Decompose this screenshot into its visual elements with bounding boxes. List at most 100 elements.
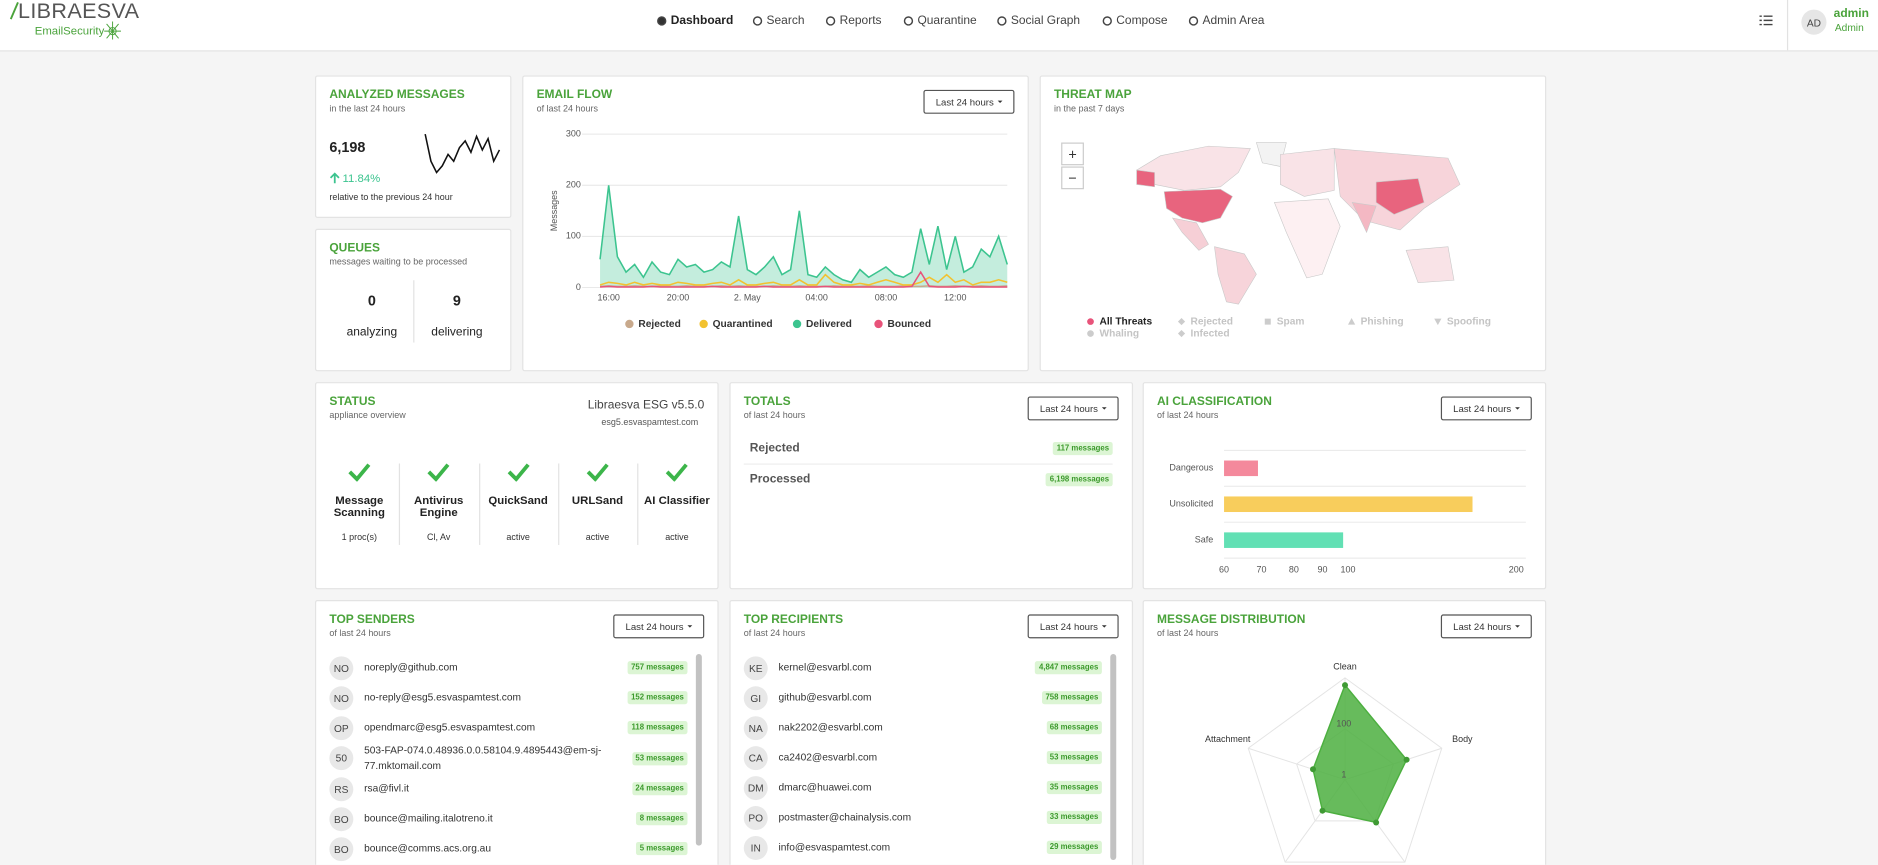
user-avatar[interactable]: AD [1801,10,1826,35]
check-icon [586,462,610,481]
badge: 117 messages [1053,442,1113,455]
legend-item[interactable]: Rejected [1177,315,1233,327]
email-flow-card: EMAIL FLOW of last 24 hours Last 24 hour… [522,75,1029,371]
list-icon [1759,16,1772,24]
nav-item[interactable]: Social Graph [996,14,1080,27]
arrow-shape [331,174,339,184]
country[interactable] [1280,149,1334,197]
badge: 118 messages [628,721,688,734]
nav-label: Dashboard [671,14,734,27]
country[interactable] [1137,170,1155,187]
legend-item[interactable]: Whaling [1086,327,1139,339]
legend-marker [1434,317,1442,325]
legend-item[interactable]: All Threats [1086,315,1152,327]
nav-item[interactable]: Reports [825,14,881,27]
host: esg5.esvaspamtest.com [601,417,698,428]
recipients-card: TOP RECIPIENTS of last 24 hours Last 24 … [729,600,1133,865]
marker-shape [1178,329,1185,336]
country[interactable] [1214,247,1256,304]
zoom-out[interactable]: − [1061,166,1084,189]
check-icon [427,462,451,481]
legend-item[interactable]: Spam [1264,315,1305,327]
badge: 758 messages [1042,691,1102,704]
avatar: CA [744,746,768,770]
legend-label: Spam [1277,315,1305,327]
status-name: QuickSand [479,496,558,508]
list-toggle[interactable] [1759,14,1772,26]
radar-area [1313,685,1407,822]
nav-item[interactable]: Dashboard [656,14,733,27]
queue-label: delivering [414,326,499,339]
legend-item[interactable]: Quarantined [699,317,772,329]
scrollbar[interactable] [1110,654,1116,860]
status-detail: active [558,532,637,543]
period-button[interactable]: Last 24 hours [1028,396,1119,420]
country[interactable] [1164,189,1232,223]
y-tick-label: 200 [566,180,581,190]
check-shape [350,465,369,479]
legend-label: Rejected [1191,315,1233,327]
badge: 757 messages [627,661,687,674]
marker-shape [1087,318,1094,325]
legend-item[interactable]: Bounced [874,317,931,329]
logo-icon-shape [104,22,121,40]
marker-shape [1178,317,1185,324]
icon-shape [998,17,1006,25]
nav-icon [656,16,667,27]
note: relative to the previous 24 hour [329,192,452,203]
nav-item[interactable]: Compose [1102,14,1168,27]
total-label: Rejected [750,442,800,455]
badge: 4,847 messages [1035,661,1101,674]
legend-item[interactable]: Delivered [793,317,852,329]
sparkline-line [425,134,499,172]
r-tick-label: 1 [1341,769,1346,779]
legend-item[interactable]: Phishing [1347,315,1403,327]
legend-marker [1086,317,1094,325]
status-name: AI Classifier [637,496,716,508]
country[interactable] [1406,247,1454,283]
zoom-in[interactable]: + [1061,143,1084,166]
legend-item[interactable]: Rejected [625,317,681,329]
legend-marker [1347,317,1355,325]
status-detail: Cl, Av [399,532,478,543]
badge: 8 messages [636,812,687,825]
world-map [1041,77,1546,311]
country[interactable] [1274,199,1340,278]
period-button[interactable]: Last 24 hours [613,614,704,638]
avatar: 50 [329,746,353,770]
x-tick-label: 16:00 [597,293,619,303]
legend-marker [793,319,801,327]
marker-shape [1434,318,1441,325]
email: postmaster@chainalysis.com [779,810,1033,826]
nav-item[interactable]: Quarantine [903,14,977,27]
avatar: IN [744,835,768,859]
legend-item[interactable]: Spoofing [1434,315,1491,327]
legend-item[interactable]: Infected [1177,327,1229,339]
header-divider [1787,0,1788,50]
radar-point [1404,757,1410,763]
user-name[interactable]: admin [1834,7,1869,20]
scrollbar[interactable] [696,654,702,846]
nav-icon [996,16,1007,27]
period-button[interactable]: Last 24 hours [1028,614,1119,638]
nav-item[interactable]: Admin Area [1188,14,1264,27]
x-tick-label: 100 [1341,564,1356,574]
card-title: TOP RECIPIENTS [744,613,843,626]
category-label: Unsolicited [1169,499,1213,509]
nav-item[interactable]: Search [752,14,804,27]
